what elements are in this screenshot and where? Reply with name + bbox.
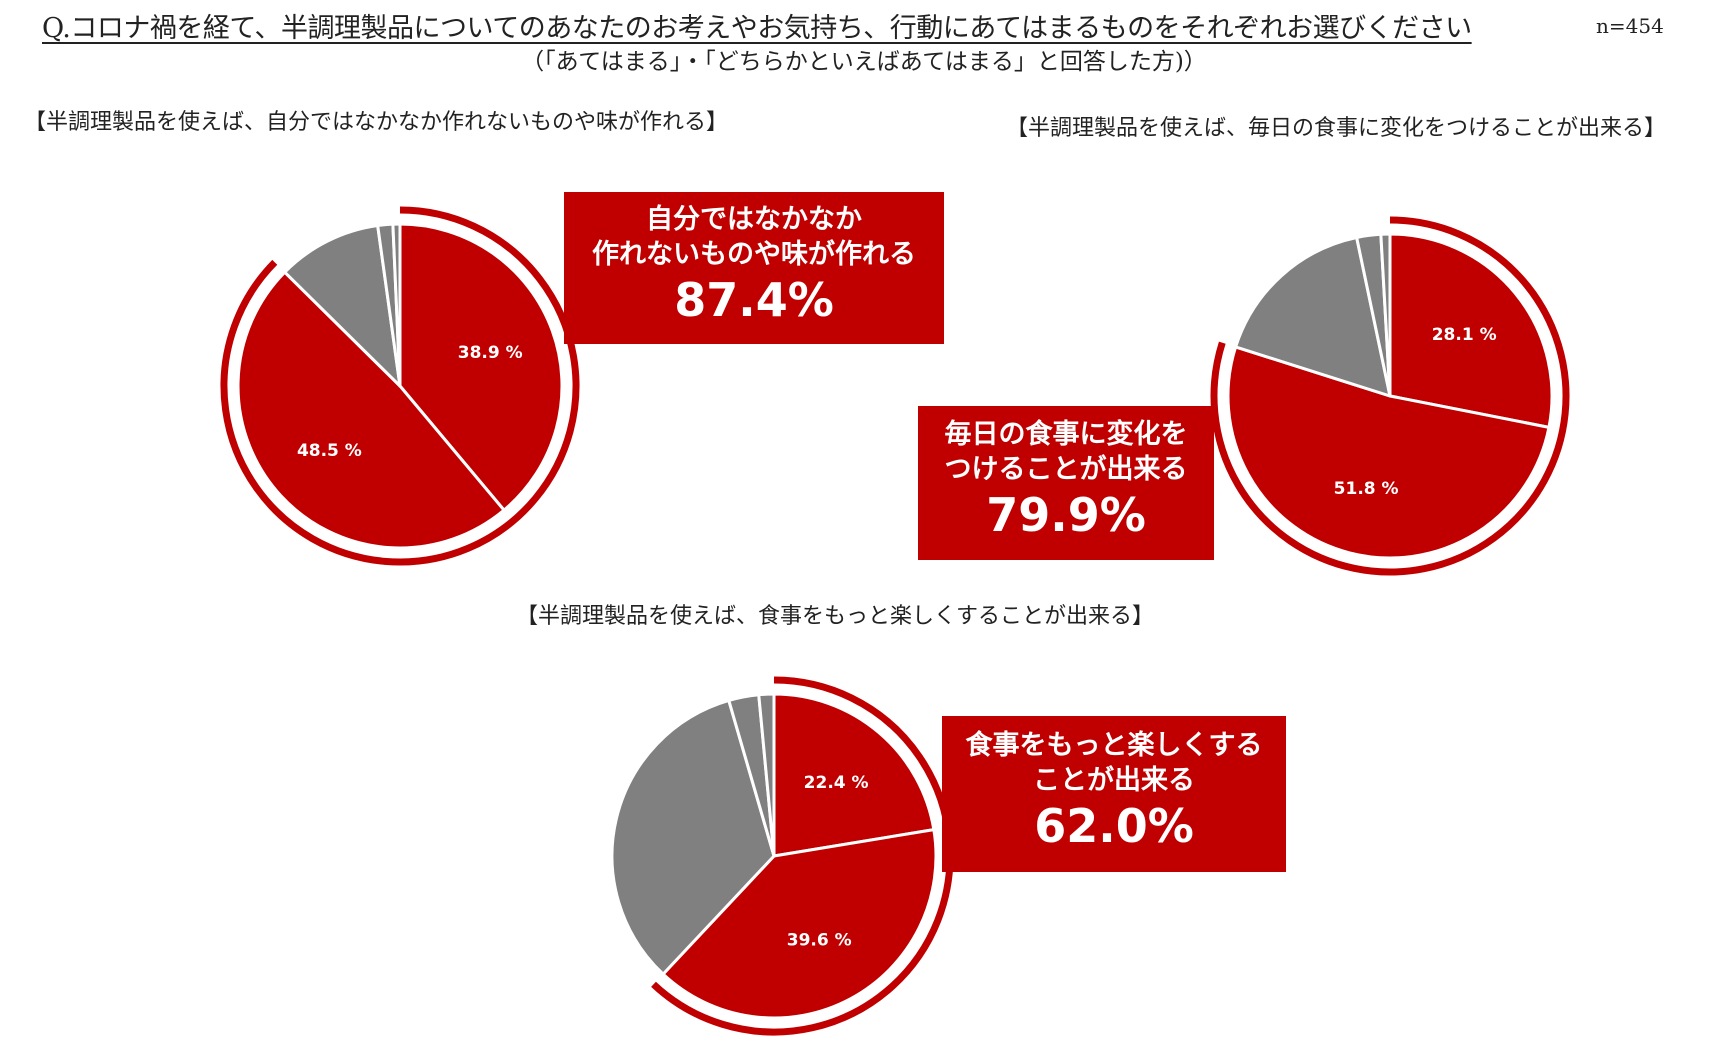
chart-2-callout-line-2: つけることが出来る — [944, 454, 1188, 485]
chart-1-slice-5 — [391, 222, 402, 388]
chart-3-slice-1-label: 22.4 % — [804, 773, 869, 793]
chart-1-callout-line-1: 自分ではなかなか — [646, 204, 862, 235]
pie-chart-2: 28.1 % 51.8 % — [1210, 216, 1570, 576]
chart-3-slice-3 — [610, 698, 776, 976]
chart-1-highlight-ring — [220, 206, 580, 566]
chart-3-title: 【半調理製品を使えば、食事をもっと楽しくすることが出来る】 — [516, 604, 1155, 629]
chart-3-callout-value: 62.0% — [1034, 799, 1194, 853]
question-title: Q.コロナ禍を経て、半調理製品についてのあなたのお考えやお気持ち、行動にあてはま… — [42, 13, 1472, 44]
chart-2-slice-3 — [1234, 235, 1392, 398]
chart-2-slice-5 — [1379, 232, 1392, 398]
chart-2-highlight-ring — [1210, 216, 1570, 576]
sample-size: n=454 — [1596, 14, 1664, 38]
chart-3-slice-2-label: 39.6 % — [787, 931, 852, 951]
chart-2-slice-1 — [1388, 232, 1554, 429]
chart-3-highlight-ring — [651, 676, 954, 1036]
chart-2-callout-line-1: 毎日の食事に変化を — [944, 419, 1188, 450]
pie-chart-3: 22.4 % 39.6 % — [610, 676, 954, 1036]
chart-1-slice-3 — [283, 224, 402, 388]
pie-chart-1: 38.9 % 48.5 % — [220, 206, 580, 566]
chart-2-callout-value: 79.9% — [986, 488, 1146, 542]
chart-3-slice-5 — [757, 692, 776, 858]
chart-1-slice-2-label: 48.5 % — [297, 441, 362, 461]
chart-1-slice-2 — [236, 270, 506, 550]
chart-2-callout: 毎日の食事に変化を つけることが出来る 79.9% — [918, 406, 1214, 560]
chart-3-slice-2 — [661, 828, 938, 1020]
chart-2-slice-2-label: 51.8 % — [1334, 479, 1399, 499]
chart-3-callout: 食事をもっと楽しくする ことが出来る 62.0% — [942, 716, 1286, 872]
chart-3-slice-1 — [772, 692, 936, 858]
chart-1-callout: 自分ではなかなか 作れないものや味が作れる 87.4% — [564, 192, 944, 344]
chart-2-slice-2 — [1226, 345, 1551, 560]
chart-1-slice-1-label: 38.9 % — [458, 343, 523, 363]
chart-3-callout-line-1: 食事をもっと楽しくする — [965, 730, 1263, 761]
chart-1-callout-value: 87.4% — [674, 273, 834, 327]
question-subtitle: （「あてはまる」・「どちらかといえばあてはまる」と回答した方)） — [521, 49, 1207, 75]
chart-2-slice-1-label: 28.1 % — [1432, 325, 1497, 345]
chart-2-title: 【半調理製品を使えば、毎日の食事に変化をつけることが出来る】 — [1006, 116, 1667, 141]
chart-1-callout-line-2: 作れないものや味が作れる — [592, 239, 916, 270]
chart-1-title: 【半調理製品を使えば、自分ではなかなか作れないものや味が作れる】 — [24, 110, 729, 135]
chart-3-callout-line-2: ことが出来る — [1033, 765, 1195, 796]
chart-1-slice-1 — [398, 222, 564, 512]
